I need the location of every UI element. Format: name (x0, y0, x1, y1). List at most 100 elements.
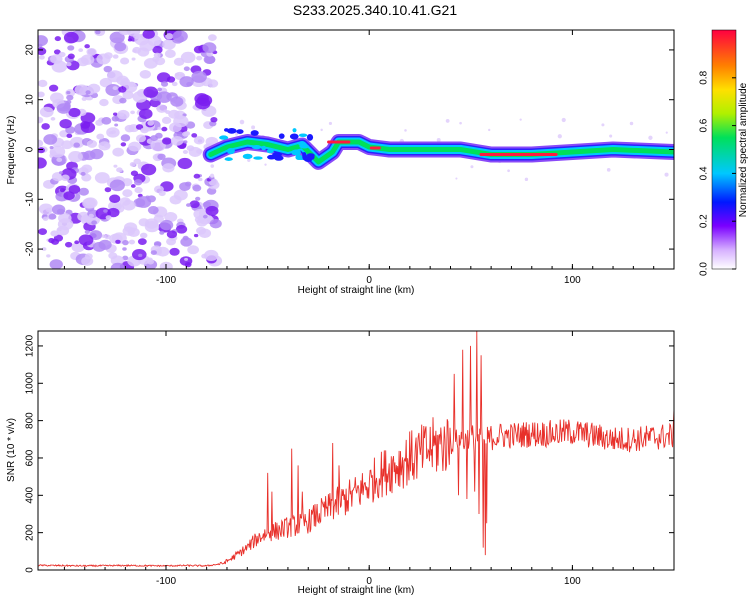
noise-blob (122, 240, 129, 246)
noise-blob (110, 255, 124, 266)
noise-blob (50, 54, 63, 64)
speckle (665, 131, 668, 134)
noise-blob (157, 126, 162, 130)
y-tick-label: 0 (25, 567, 36, 573)
noise-blob (127, 38, 133, 42)
band-blob (298, 133, 308, 137)
noise-blob (111, 130, 116, 134)
noise-blob (122, 189, 133, 198)
noise-blob (160, 81, 169, 87)
x-tick-label: -100 (156, 275, 176, 286)
x-tick-label: 100 (564, 576, 581, 587)
speckle (488, 128, 491, 132)
y-tick-label: 600 (25, 449, 36, 466)
speckle (629, 121, 634, 126)
noise-blob (95, 119, 104, 126)
noise-blob (157, 87, 163, 92)
noise-blob (152, 45, 163, 54)
noise-blob (203, 55, 216, 65)
noise-blob (205, 205, 219, 216)
x-tick-label: 100 (564, 275, 581, 286)
noise-blob (41, 123, 50, 130)
noise-blob (166, 230, 178, 239)
noise-blob (177, 157, 193, 170)
noise-blob (179, 73, 185, 77)
noise-blob (66, 90, 71, 95)
noise-blob (80, 121, 91, 129)
noise-blob (196, 226, 207, 235)
noise-blob (169, 122, 182, 133)
speckle (264, 163, 267, 166)
noise-blob (179, 256, 193, 266)
speckle (606, 168, 611, 172)
noise-blob (39, 106, 54, 118)
noise-blob (38, 47, 47, 56)
colorbar-ticks: 0.0 0.2 0.4 0.6 0.8 (699, 70, 736, 276)
noise-blob (78, 48, 84, 52)
noise-blob (153, 52, 161, 58)
noise-blob (130, 110, 135, 115)
noise-blob (165, 33, 174, 40)
noise-blob (103, 209, 108, 213)
noise-blob (54, 36, 62, 42)
noise-blob (112, 54, 119, 59)
spectrogram-xlabel: Height of straight line (km) (298, 285, 415, 296)
band-blob (274, 155, 284, 161)
speckle (459, 121, 462, 125)
noise-blob (183, 140, 188, 144)
noise-region (38, 30, 669, 269)
noise-blob (162, 137, 172, 145)
noise-blob (101, 117, 112, 125)
noise-blob (174, 72, 180, 77)
noise-blob (49, 150, 57, 156)
noise-blob (171, 81, 178, 87)
chart-title: S233.2025.340.10.41.G21 (292, 2, 458, 18)
noise-blob (135, 134, 147, 143)
noise-blob (45, 207, 52, 213)
noise-blob (71, 242, 85, 253)
noise-blob (189, 200, 200, 209)
noise-blob (84, 253, 93, 260)
noise-blob (114, 123, 119, 127)
noise-blob (38, 116, 44, 124)
noise-blob (109, 31, 125, 44)
band-blob (292, 128, 297, 133)
y-tick-label: -10 (25, 192, 36, 207)
noise-blob (68, 107, 81, 118)
speckle (436, 138, 441, 142)
speckle (247, 158, 251, 162)
noise-blob (84, 229, 90, 234)
noise-blob (172, 30, 188, 43)
speckle (557, 134, 562, 139)
noise-blob (195, 196, 201, 201)
noise-blob (139, 232, 148, 239)
noise-blob (66, 62, 72, 67)
noise-blob (66, 133, 73, 139)
noise-blob (146, 257, 153, 263)
y-tick-label: 400 (25, 487, 36, 504)
noise-blob (146, 195, 156, 203)
noise-blob (88, 213, 94, 218)
band-blob (250, 130, 259, 136)
snr-plot-area (38, 331, 674, 568)
y-tick-label: 200 (25, 524, 36, 541)
noise-blob (68, 151, 83, 163)
noise-blob (204, 249, 219, 261)
speckle (328, 121, 333, 125)
noise-blob (179, 182, 191, 191)
noise-blob (130, 184, 136, 188)
noise-blob (42, 216, 49, 221)
snr-xlabel: Height of straight line (km) (298, 585, 415, 596)
speckle (601, 123, 605, 127)
speckle (239, 119, 245, 125)
noise-blob (49, 146, 54, 150)
band-blob (219, 135, 229, 140)
noise-blob (202, 42, 217, 54)
noise-blob (129, 162, 136, 167)
noise-blob (141, 163, 157, 176)
noise-blob (63, 31, 79, 44)
band-blob (224, 157, 233, 161)
noise-blob (194, 216, 204, 224)
noise-blob (96, 133, 105, 140)
